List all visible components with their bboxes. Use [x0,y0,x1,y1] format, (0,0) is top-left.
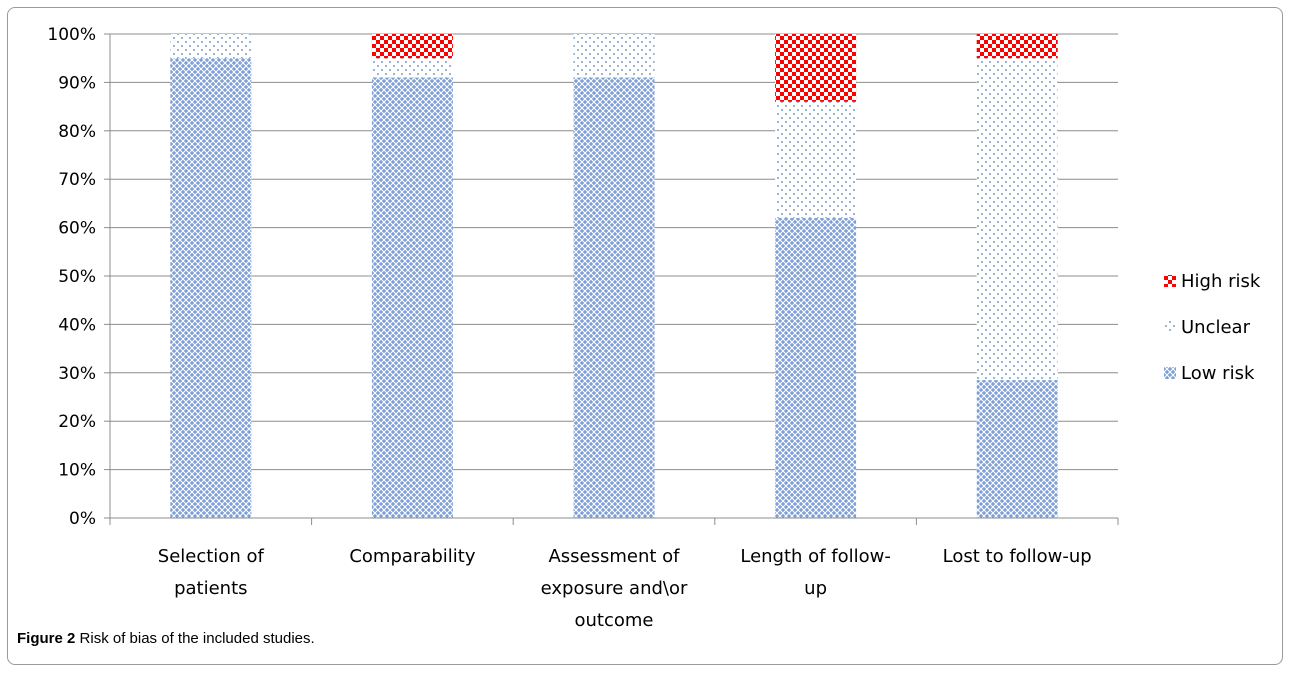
x-category-label: patients [174,578,247,599]
bar-segment-high-risk [371,34,453,59]
x-category-label: outcome [575,610,654,631]
bar-segment-low-risk [170,58,252,518]
y-tick-label: 0% [69,509,96,529]
x-category-label: Selection of [158,546,265,567]
legend-label: High risk [1181,271,1261,292]
y-tick-label: 60% [58,219,96,239]
x-category-label: Comparability [349,546,475,567]
bars [170,34,1058,519]
y-tick-label: 20% [58,412,96,432]
bar-segment-low-risk [775,217,857,519]
x-category-label: Assessment of [548,546,680,567]
bar-segment-unclear [976,58,1058,381]
bar-segment-unclear [573,34,655,78]
bar-segment-unclear [170,34,252,59]
legend-swatch [1164,275,1176,287]
axes [109,34,1119,525]
x-category-label: Length of follow- [740,546,890,567]
y-axis-ticks: 0% 10% 20% 30% 40% 50% 60% 70% 80% 90% 100% [47,25,110,529]
bar-segment-high-risk [976,34,1058,59]
bar-segment-unclear [775,101,857,218]
bar-segment-unclear [371,58,453,78]
bar-segment-low-risk [371,77,453,518]
y-tick-label: 10% [58,461,96,481]
y-tick-label: 100% [47,25,96,45]
x-axis-labels: Selection of patients Comparability Assessm… [158,546,1092,631]
y-tick-label: 90% [58,73,96,93]
y-tick-label: 50% [58,267,96,287]
y-tick-label: 70% [58,170,96,190]
x-category-label: exposure and\or [541,578,688,599]
legend-swatch [1164,367,1176,379]
figure-caption: Figure 2 Risk of bias of the included st… [17,630,315,647]
y-tick-label: 40% [58,315,96,335]
x-category-label: up [804,578,827,599]
y-tick-label: 80% [58,122,96,142]
figure-frame [7,7,1283,665]
legend-label: Unclear [1181,317,1251,338]
caption-text: Risk of bias of the included studies. [79,630,315,647]
x-category-label: Lost to follow-up [943,546,1092,567]
y-tick-label: 30% [58,364,96,384]
legend-swatch [1164,321,1176,333]
bar-segment-low-risk [573,77,655,518]
caption-label: Figure 2 [17,630,76,647]
bar-segment-low-risk [976,380,1058,518]
legend-label: Low risk [1181,363,1255,384]
legend: High risk Unclear Low risk [1164,271,1261,384]
bar-segment-high-risk [775,34,857,102]
